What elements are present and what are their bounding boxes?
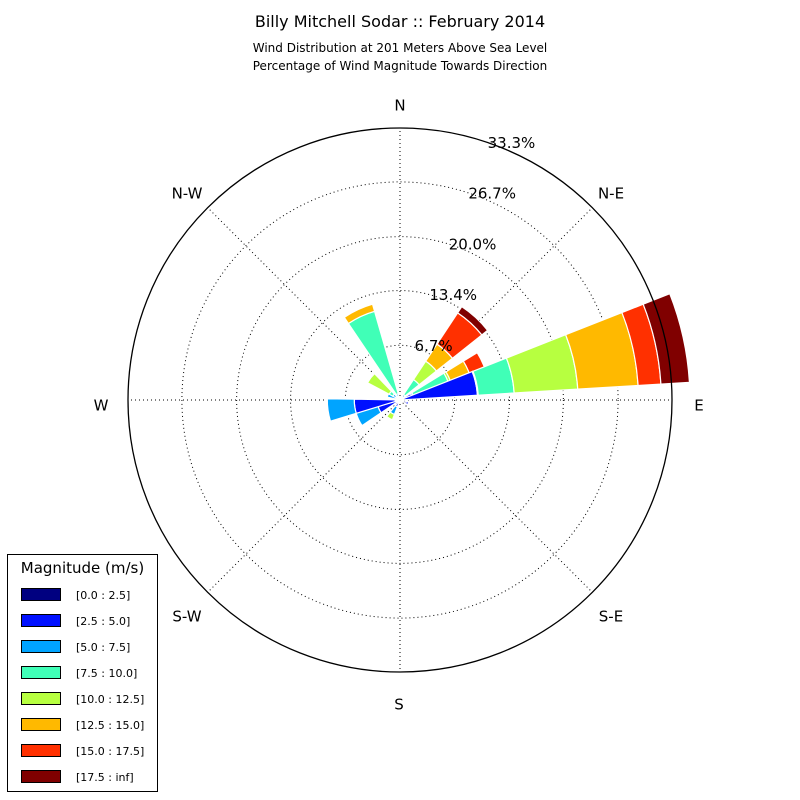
wedge-sector-8-bin-5 bbox=[366, 372, 376, 384]
legend-item: [5.0 : 7.5] bbox=[21, 640, 151, 654]
outer-circle bbox=[127, 127, 673, 673]
chart-labels: N N-E E S-E S S-W W N-W 6.7% 13.4% 20.0% 26.7% 33.3% bbox=[94, 97, 704, 714]
legend-item: [7.5 : 10.0] bbox=[21, 666, 151, 680]
legend-label: [0.0 : 2.5] bbox=[76, 589, 131, 602]
wedge-sector-3-bin-4 bbox=[408, 401, 412, 407]
legend-swatch bbox=[21, 770, 61, 783]
chart-subtitle-line1: Wind Distribution at 201 Meters Above Se… bbox=[252, 41, 548, 55]
grid-ring-0 bbox=[344, 344, 456, 456]
legend-swatch bbox=[21, 718, 61, 731]
grid-ring-3 bbox=[181, 181, 619, 619]
legend-swatch bbox=[21, 692, 61, 705]
wedge-sector-0-bin-7 bbox=[456, 305, 489, 336]
legend-label: [7.5 : 10.0] bbox=[76, 667, 138, 680]
grid-spoke-3 bbox=[399, 399, 593, 593]
outer-ring bbox=[127, 127, 673, 673]
legend-item: [17.5 : inf] bbox=[21, 770, 151, 784]
wind-bars bbox=[326, 292, 691, 427]
direction-label-n-w: N-W bbox=[172, 185, 203, 203]
direction-label-w: W bbox=[94, 397, 109, 415]
legend-swatch bbox=[21, 614, 61, 627]
grid-spoke-7 bbox=[207, 207, 401, 401]
wedge-sector-9-bin-5 bbox=[343, 303, 376, 325]
legend-item: [2.5 : 5.0] bbox=[21, 614, 151, 628]
legend-label: [5.0 : 7.5] bbox=[76, 641, 131, 654]
chart-subtitle-line2: Percentage of Wind Magnitude Towards Dir… bbox=[252, 59, 548, 73]
legend-swatch bbox=[21, 744, 61, 757]
legend-label: [17.5 : inf] bbox=[76, 771, 134, 784]
direction-label-n-e: N-E bbox=[598, 185, 624, 203]
legend-title: Magnitude (m/s) bbox=[20, 559, 145, 577]
ring-label-3: 26.7% bbox=[468, 184, 516, 202]
legend-label: [15.0 : 17.5] bbox=[76, 745, 145, 758]
legend-label: [10.0 : 12.5] bbox=[76, 693, 145, 706]
direction-label-n: N bbox=[394, 97, 405, 115]
grid-ring-1 bbox=[290, 290, 510, 510]
direction-label-s-w: S-W bbox=[172, 608, 201, 626]
polar-grid bbox=[128, 128, 672, 672]
wedge-sector-2-bin-4 bbox=[505, 333, 579, 394]
ring-label-2: 20.0% bbox=[449, 235, 497, 253]
ring-label-0: 6.7% bbox=[415, 337, 453, 355]
legend-swatch bbox=[21, 588, 61, 601]
wedge-sector-6-bin-2 bbox=[326, 398, 358, 423]
direction-label-e: E bbox=[694, 397, 703, 415]
legend-label: [2.5 : 5.0] bbox=[76, 615, 131, 628]
ring-label-4: 33.3% bbox=[488, 134, 536, 152]
grid-ring-2 bbox=[236, 236, 564, 564]
grid-spoke-1 bbox=[399, 207, 593, 401]
legend-item: [0.0 : 2.5] bbox=[21, 588, 151, 602]
legend-label: [12.5 : 15.0] bbox=[76, 719, 145, 732]
legend-swatch bbox=[21, 640, 61, 653]
chart-title: Billy Mitchell Sodar :: February 2014 bbox=[254, 12, 546, 31]
direction-label-s: S bbox=[394, 696, 404, 714]
legend-item: [10.0 : 12.5] bbox=[21, 692, 151, 706]
legend-item: [15.0 : 17.5] bbox=[21, 744, 151, 758]
legend-item: [12.5 : 15.0] bbox=[21, 718, 151, 732]
grid-spoke-5 bbox=[207, 399, 401, 593]
ring-label-1: 13.4% bbox=[429, 286, 477, 304]
wedge-sector-4-bin-4 bbox=[385, 411, 396, 421]
direction-label-s-e: S-E bbox=[599, 608, 623, 626]
legend: Magnitude (m/s) [0.0 : 2.5] [2.5 : 5.0] [5… bbox=[7, 554, 158, 792]
wedge-sector-2-bin-7 bbox=[642, 292, 691, 385]
legend-swatch bbox=[21, 666, 61, 679]
